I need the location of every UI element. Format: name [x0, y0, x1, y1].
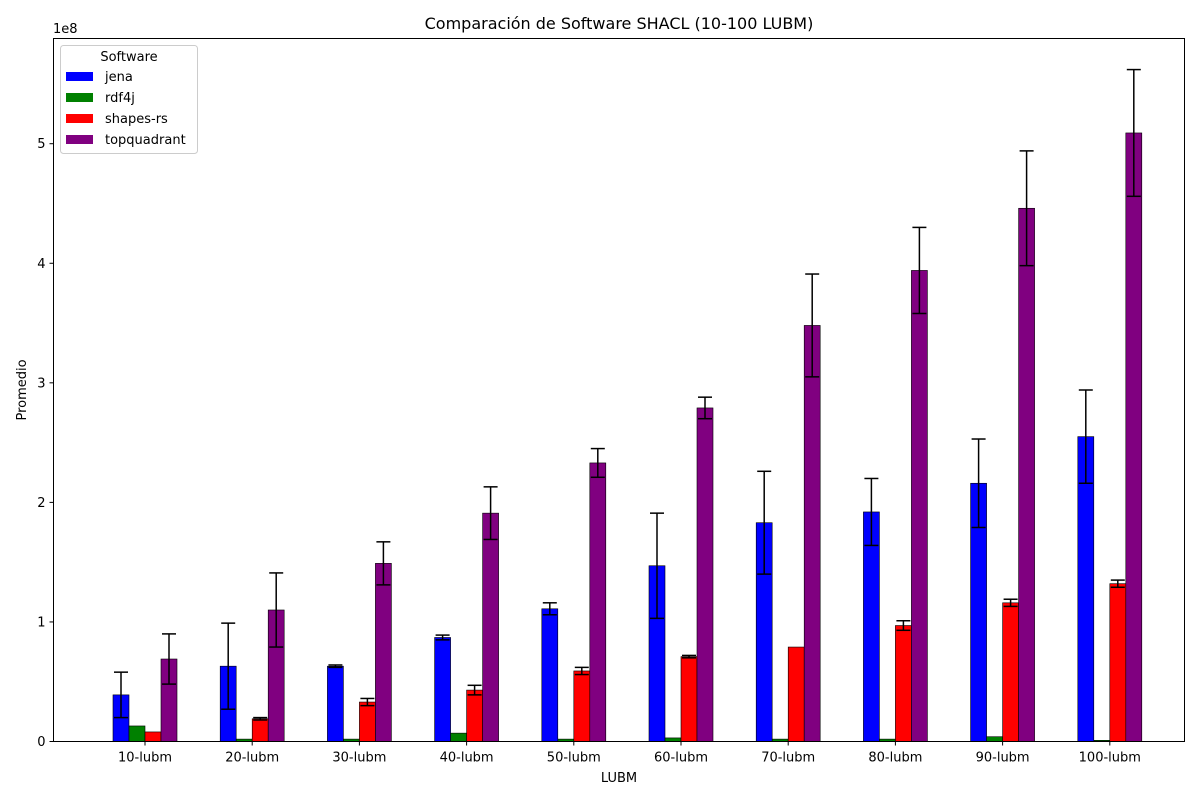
y-axis: 0 1 2 3 4 5	[37, 137, 54, 750]
legend-swatch	[66, 72, 93, 81]
error-bar-shapes-rs-90-lubm	[1003, 598, 1018, 608]
error-bar-topquadrant-50-lubm	[590, 447, 605, 479]
bar-shapes-rs-90-lubm	[1002, 602, 1019, 742]
error-bar-jena-100-lubm	[1078, 389, 1093, 485]
legend-label: rdf4j	[105, 91, 135, 106]
error-bar-topquadrant-40-lubm	[483, 486, 498, 541]
x-tick-label: 90-lubm	[976, 751, 1030, 766]
legend-swatch	[66, 93, 93, 102]
legend-item-topquadrant: topquadrant	[66, 133, 186, 148]
error-bar-topquadrant-60-lubm	[698, 396, 712, 420]
error-bar-jena-70-lubm	[757, 470, 772, 575]
legend: Software jena rdf4j shapes-rs topquadrant	[60, 45, 198, 154]
error-bar-topquadrant-80-lubm	[912, 226, 927, 315]
error-bar-jena-60-lubm	[650, 512, 664, 620]
bar-rdf4j-90-lubm	[986, 736, 1003, 742]
error-bar-topquadrant-30-lubm	[376, 541, 391, 586]
y-tick-label: 3	[37, 376, 45, 391]
error-bar-topquadrant-100-lubm	[1126, 68, 1141, 198]
bars-layer	[112, 132, 1143, 742]
bar-jena-50-lubm	[541, 608, 559, 742]
error-bar-shapes-rs-80-lubm	[896, 619, 911, 632]
legend-title: Software	[100, 50, 157, 65]
x-tick-label: 10-lubm	[118, 751, 172, 766]
bar-topquadrant-70-lubm	[803, 325, 821, 742]
bar-shapes-rs-100-lubm	[1109, 583, 1127, 742]
y-tick-label: 5	[37, 137, 45, 152]
legend-item-jena: jena	[66, 70, 133, 85]
legend-box	[60, 45, 198, 154]
bar-shapes-rs-70-lubm	[787, 646, 805, 742]
legend-label: topquadrant	[105, 133, 186, 148]
x-tick-label: 80-lubm	[868, 751, 922, 766]
legend-item-rdf4j: rdf4j	[66, 91, 135, 106]
x-tick-label: 20-lubm	[225, 751, 279, 766]
x-tick-label: 40-lubm	[440, 751, 494, 766]
error-bar-topquadrant-20-lubm	[269, 572, 284, 648]
legend-item-shapes-rs: shapes-rs	[66, 112, 168, 127]
bar-shapes-rs-10-lubm	[144, 731, 162, 742]
x-tick-label: 70-lubm	[761, 751, 815, 766]
x-axis: 10-lubm 20-lubm 30-lubm 40-lubm 50-lubm 60-lu…	[118, 741, 1141, 766]
y-tick-label: 0	[37, 735, 45, 750]
x-tick-label: 60-lubm	[654, 751, 708, 766]
bar-shapes-rs-80-lubm	[895, 625, 912, 742]
bar-shapes-rs-20-lubm	[251, 718, 269, 742]
bar-jena-40-lubm	[434, 637, 451, 742]
y-axis-label: Promedio	[15, 359, 30, 420]
y-offset-label: 1e8	[53, 22, 78, 37]
error-bar-jena-10-lubm	[114, 671, 128, 719]
error-bar-shapes-rs-40-lubm	[467, 684, 482, 696]
error-bar-jena-30-lubm	[328, 664, 343, 669]
error-bar-jena-90-lubm	[971, 438, 986, 529]
bar-topquadrant-80-lubm	[911, 270, 928, 742]
legend-swatch	[66, 135, 93, 144]
error-bar-shapes-rs-20-lubm	[253, 716, 268, 721]
bar-shapes-rs-40-lubm	[466, 689, 483, 742]
error-bar-shapes-rs-100-lubm	[1110, 579, 1125, 589]
y-tick-label: 1	[37, 615, 45, 630]
error-bar-jena-40-lubm	[435, 634, 450, 641]
chart-title: Comparación de Software SHACL (10-100 LU…	[425, 14, 814, 33]
bar-topquadrant-50-lubm	[589, 462, 607, 742]
error-bar-jena-50-lubm	[542, 602, 557, 616]
plot-frame	[53, 38, 1185, 742]
error-bar-shapes-rs-30-lubm	[360, 697, 375, 707]
bar-topquadrant-30-lubm	[375, 563, 392, 742]
error-bar-shapes-rs-50-lubm	[574, 666, 589, 676]
x-tick-label: 100-lubm	[1079, 751, 1141, 766]
legend-label: shapes-rs	[105, 112, 168, 127]
bar-topquadrant-100-lubm	[1125, 132, 1143, 742]
x-tick-label: 30-lubm	[332, 751, 386, 766]
y-tick-label: 4	[37, 257, 45, 272]
y-tick-label: 2	[37, 496, 45, 511]
bar-topquadrant-90-lubm	[1018, 207, 1035, 742]
bar-topquadrant-40-lubm	[482, 512, 499, 742]
legend-label: jena	[104, 70, 133, 85]
error-bars-layer	[114, 68, 1141, 721]
bar-shapes-rs-60-lubm	[680, 656, 698, 742]
error-bar-shapes-rs-60-lubm	[682, 654, 696, 659]
bar-shapes-rs-30-lubm	[359, 701, 376, 742]
bar-topquadrant-60-lubm	[696, 407, 714, 742]
error-bar-jena-20-lubm	[221, 622, 236, 710]
error-bar-jena-80-lubm	[864, 477, 879, 547]
error-bar-topquadrant-10-lubm	[162, 633, 176, 685]
bar-rdf4j-60-lubm	[664, 737, 682, 742]
bar-rdf4j-40-lubm	[450, 732, 467, 742]
error-bar-topquadrant-70-lubm	[805, 273, 820, 378]
bar-rdf4j-10-lubm	[128, 725, 146, 742]
bar-jena-30-lubm	[327, 665, 344, 742]
legend-swatch	[66, 114, 93, 123]
x-tick-label: 50-lubm	[547, 751, 601, 766]
bar-shapes-rs-50-lubm	[573, 670, 591, 742]
error-bar-topquadrant-90-lubm	[1019, 150, 1034, 267]
bar-jena-80-lubm	[863, 511, 880, 742]
x-axis-label: LUBM	[601, 771, 637, 786]
